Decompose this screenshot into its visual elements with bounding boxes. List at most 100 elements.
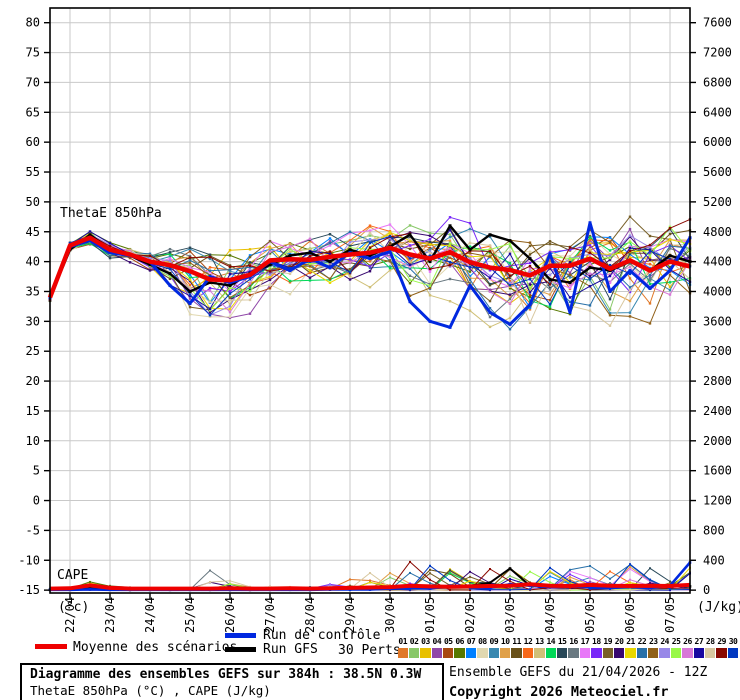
svg-text:75: 75 xyxy=(26,46,40,60)
svg-text:03/05: 03/05 xyxy=(503,597,517,633)
pert-key-item: 11 xyxy=(511,637,522,658)
svg-text:7200: 7200 xyxy=(703,46,732,60)
svg-text:4400: 4400 xyxy=(703,255,732,269)
svg-text:55: 55 xyxy=(26,165,40,179)
pert-key-item: 12 xyxy=(522,637,534,658)
svg-text:06/05: 06/05 xyxy=(623,597,637,633)
pert-key-item: 14 xyxy=(545,637,556,658)
svg-text:30/04: 30/04 xyxy=(383,597,397,633)
svg-text:800: 800 xyxy=(703,523,725,537)
pert-key-item: 30 xyxy=(727,637,739,658)
legend-gfs-label: Run GFS xyxy=(263,642,318,657)
pert-key-item: 26 xyxy=(682,637,693,658)
legend-control-label: Run de contrôle xyxy=(263,628,381,643)
ensemble-chart: 80757065605550454035302520151050-5-10-15… xyxy=(18,7,740,633)
svg-text:60: 60 xyxy=(26,135,40,149)
svg-text:70: 70 xyxy=(26,75,40,89)
pert-key-item: 24 xyxy=(659,637,670,658)
perturbation-color-key: 01 02 03 04 05 06 07 08 09 10 11 12 13 14 15 16 17 18 19 20… xyxy=(397,637,739,658)
svg-text:-10: -10 xyxy=(18,553,40,567)
pert-key-item: 27 xyxy=(693,637,705,658)
svg-text:2000: 2000 xyxy=(703,434,732,448)
pert-key-item: 23 xyxy=(648,637,659,658)
svg-text:(°c): (°c) xyxy=(58,600,89,615)
svg-text:5200: 5200 xyxy=(703,195,732,209)
svg-text:27/04: 27/04 xyxy=(263,597,277,633)
pert-key-item: 16 xyxy=(568,637,579,658)
svg-text:3200: 3200 xyxy=(703,344,732,358)
svg-text:20: 20 xyxy=(26,374,40,388)
mean-line-swatch xyxy=(35,644,67,649)
svg-text:26/04: 26/04 xyxy=(223,597,237,633)
svg-text:25: 25 xyxy=(26,344,40,358)
copyright: Copyright 2026 Meteociel.fr xyxy=(449,684,669,700)
pert-key-item: 07 xyxy=(465,637,477,658)
svg-text:80: 80 xyxy=(26,16,40,30)
svg-text:2400: 2400 xyxy=(703,404,732,418)
pert-key-item: 03 xyxy=(420,637,431,658)
run-info: Ensemble GEFS du 21/04/2026 - 12Z xyxy=(449,665,708,680)
svg-text:CAPE: CAPE xyxy=(57,568,88,583)
svg-text:01/05: 01/05 xyxy=(423,597,437,633)
svg-text:04/05: 04/05 xyxy=(543,597,557,633)
svg-text:30: 30 xyxy=(26,314,40,328)
svg-text:29/04: 29/04 xyxy=(343,597,357,633)
svg-text:23/04: 23/04 xyxy=(103,597,117,633)
pert-key-item: 10 xyxy=(500,637,511,658)
svg-text:5: 5 xyxy=(33,464,40,478)
diagram-title: Diagramme des ensembles GEFS sur 384h : … xyxy=(30,667,422,682)
footer-info-box: Diagramme des ensembles GEFS sur 384h : … xyxy=(20,663,444,700)
svg-text:4000: 4000 xyxy=(703,284,732,298)
svg-text:400: 400 xyxy=(703,553,725,567)
pert-key-item: 20 xyxy=(613,637,625,658)
svg-text:22/04: 22/04 xyxy=(63,597,77,633)
svg-text:07/05: 07/05 xyxy=(663,597,677,633)
pert-key-item: 06 xyxy=(454,637,465,658)
pert-key-item: 18 xyxy=(591,637,602,658)
svg-text:10: 10 xyxy=(26,434,40,448)
svg-text:35: 35 xyxy=(26,284,40,298)
svg-text:50: 50 xyxy=(26,195,40,209)
svg-text:65: 65 xyxy=(26,105,40,119)
pert-key-item: 15 xyxy=(556,637,568,658)
pert-key-item: 29 xyxy=(716,637,727,658)
pert-key-item: 09 xyxy=(488,637,500,658)
svg-text:0: 0 xyxy=(703,583,710,597)
svg-text:24/04: 24/04 xyxy=(143,597,157,633)
pert-key-item: 22 xyxy=(636,637,648,658)
svg-text:-5: -5 xyxy=(26,523,40,537)
svg-text:7600: 7600 xyxy=(703,16,732,30)
svg-text:5600: 5600 xyxy=(703,165,732,179)
svg-text:28/04: 28/04 xyxy=(303,597,317,633)
svg-text:1600: 1600 xyxy=(703,464,732,478)
pert-key-item: 04 xyxy=(431,637,443,658)
legend-mean-label: Moyenne des scénarios xyxy=(73,640,238,655)
svg-text:25/04: 25/04 xyxy=(183,597,197,633)
legend-perts-label: 30 Perts. xyxy=(338,643,409,658)
svg-text:6000: 6000 xyxy=(703,135,732,149)
svg-text:05/05: 05/05 xyxy=(583,597,597,633)
pert-key-item: 02 xyxy=(408,637,420,658)
svg-text:02/05: 02/05 xyxy=(463,597,477,633)
svg-text:1200: 1200 xyxy=(703,494,732,508)
svg-text:6800: 6800 xyxy=(703,75,732,89)
svg-text:-15: -15 xyxy=(18,583,40,597)
svg-text:2800: 2800 xyxy=(703,374,732,388)
pert-key-item: 21 xyxy=(625,637,636,658)
control-line-swatch xyxy=(225,633,256,638)
diagram-subtitle: ThetaE 850hPa (°C) , CAPE (J/kg) xyxy=(30,683,271,698)
pert-key-item: 28 xyxy=(705,637,716,658)
pert-key-item: 19 xyxy=(602,637,613,658)
svg-text:45: 45 xyxy=(26,225,40,239)
svg-text:40: 40 xyxy=(26,255,40,269)
pert-key-item: 13 xyxy=(534,637,545,658)
svg-text:(J/kg): (J/kg) xyxy=(697,600,740,615)
pert-key-item: 05 xyxy=(443,637,454,658)
svg-text:6400: 6400 xyxy=(703,105,732,119)
pert-key-item: 08 xyxy=(477,637,488,658)
svg-text:ThetaE 850hPa: ThetaE 850hPa xyxy=(60,206,162,221)
svg-text:3600: 3600 xyxy=(703,314,732,328)
svg-text:15: 15 xyxy=(26,404,40,418)
pert-key-item: 17 xyxy=(579,637,591,658)
